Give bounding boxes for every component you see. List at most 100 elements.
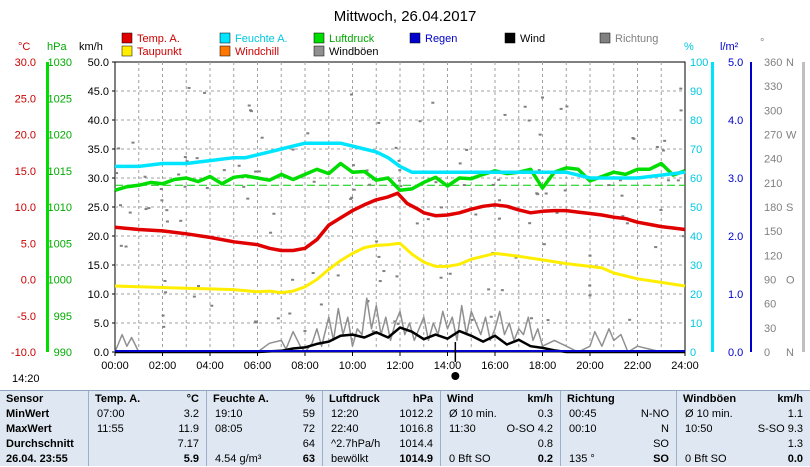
- direction-mark: [205, 187, 209, 190]
- direction-mark: [183, 185, 187, 188]
- direction-mark: [537, 169, 541, 172]
- compass-tick-label: W: [786, 130, 797, 142]
- humidity-tick-label: 10: [690, 318, 702, 330]
- wind-axis-label: km/h: [79, 41, 103, 53]
- table-row: 10:50 S-SO 9.3: [677, 422, 810, 437]
- direction-mark: [349, 93, 353, 96]
- temp-tick-label: 30.0: [15, 57, 36, 69]
- table-cell-label: 19:10: [215, 408, 243, 420]
- wind-direction-marks: [115, 86, 686, 333]
- direction-mark: [679, 109, 683, 112]
- direction-mark: [210, 304, 214, 307]
- table-row: Ø 10 min. 1.1: [677, 407, 810, 422]
- humidity-tick-label: 80: [690, 115, 702, 127]
- table-row: MinWert: [0, 407, 88, 422]
- direction-mark: [393, 320, 397, 323]
- wind-tick-label: 35.0: [88, 144, 109, 156]
- pressure-tick-label: 1000: [48, 275, 72, 287]
- direction-mark: [365, 169, 369, 172]
- humidity-tick-label: 20: [690, 289, 702, 301]
- direction-mark: [542, 243, 546, 246]
- direction-mark: [144, 208, 148, 211]
- direction-mark: [621, 215, 625, 218]
- table-cell-value: N-NO: [640, 408, 669, 420]
- direction-mark: [497, 178, 501, 181]
- direction-mark: [546, 319, 550, 322]
- direction-mark: [503, 113, 507, 116]
- pressure-tick-label: 1015: [48, 166, 72, 178]
- table-cell-value: 0.2: [537, 453, 553, 465]
- humidity-tick-label: 50: [690, 202, 702, 214]
- direction-mark: [368, 183, 372, 186]
- pressure-tick-label: 1010: [48, 202, 72, 214]
- table-row: bewölkt 1014.9: [323, 452, 441, 467]
- legend-label: Luftdruck: [329, 33, 375, 45]
- table-header: Wind: [447, 393, 474, 405]
- humidity-tick-label: 0: [690, 347, 696, 359]
- direction-mark: [377, 121, 381, 124]
- table-cell-value: 1.1: [787, 408, 803, 420]
- direction-mark: [474, 213, 478, 216]
- table-header: Luftdruck: [329, 393, 380, 405]
- table-cell-label: Ø 10 min.: [449, 408, 497, 420]
- direction-mark: [147, 207, 151, 210]
- direction-mark: [272, 212, 276, 215]
- humidity-tick-label: 100: [690, 57, 708, 69]
- temp-tick-label: 5.0: [21, 238, 36, 250]
- direction-mark: [288, 312, 292, 315]
- table-cell-label: 11:55: [97, 423, 124, 435]
- direction-mark: [179, 219, 183, 222]
- table-header-unit: °C: [186, 393, 199, 405]
- direction-mark: [336, 274, 340, 277]
- axis-unit-labels: °C hPa km/h% l/m² °: [18, 37, 764, 53]
- table-row-label: MaxWert: [6, 423, 52, 435]
- table-column: Richtung 00:45 N-NO 00:10 N SO 135 ° SO: [560, 391, 677, 466]
- direction-mark: [162, 325, 166, 328]
- x-tick-label: 14:00: [434, 360, 462, 372]
- x-tick-label: 22:00: [624, 360, 652, 372]
- direction-mark: [527, 119, 531, 122]
- series-temp-a-: [114, 191, 686, 253]
- direction-mark: [237, 164, 241, 167]
- table-row-label: MinWert: [6, 408, 50, 420]
- direction-mark: [257, 170, 261, 173]
- direction-mark: [541, 96, 545, 99]
- rain-tick-label: 5.0: [728, 57, 743, 69]
- direction-mark: [663, 139, 667, 142]
- humidity-tick-label: 90: [690, 86, 702, 98]
- table-cell-value: SO: [653, 438, 669, 450]
- direction-mark: [679, 87, 683, 90]
- direction-mark: [382, 270, 386, 273]
- legend-label: Temp. A.: [137, 33, 180, 45]
- direction-mark: [462, 184, 466, 187]
- table-cell-value: 11.9: [178, 423, 199, 435]
- legend-swatch: [121, 45, 133, 57]
- direction-mark: [418, 120, 422, 123]
- direction-mark: [588, 294, 592, 297]
- table-row-label: Durchschnitt: [6, 438, 74, 450]
- table-header: Windböen: [683, 393, 737, 405]
- temp-tick-label: 25.0: [15, 93, 36, 105]
- legend-swatch: [504, 32, 516, 44]
- table-row: 26.04. 23:55: [0, 452, 88, 467]
- table-header: Richtung: [567, 393, 615, 405]
- table-cell-label: 00:10: [569, 423, 597, 435]
- direction-mark: [276, 317, 280, 320]
- direction-mark: [249, 110, 253, 113]
- wind-tick-label: 25.0: [88, 202, 109, 214]
- table-cell-value: O-SO 4.2: [506, 423, 553, 435]
- rain-axis-label: l/m²: [720, 41, 739, 53]
- table-cell-value: 5.9: [183, 453, 199, 465]
- table-cell-value: 1014.9: [399, 453, 433, 465]
- table-cell-value: 0.0: [787, 453, 803, 465]
- legend-label: Richtung: [615, 33, 658, 45]
- direction-mark: [559, 107, 563, 110]
- direction-mark: [628, 318, 632, 321]
- direction-mark: [397, 159, 401, 162]
- direction-mark: [192, 295, 196, 298]
- direction-mark: [196, 285, 200, 288]
- table-cell-label: 10:50: [685, 423, 713, 435]
- direction-mark: [254, 321, 258, 324]
- direction-mark: [654, 246, 658, 249]
- event-marker-dot: [451, 372, 460, 380]
